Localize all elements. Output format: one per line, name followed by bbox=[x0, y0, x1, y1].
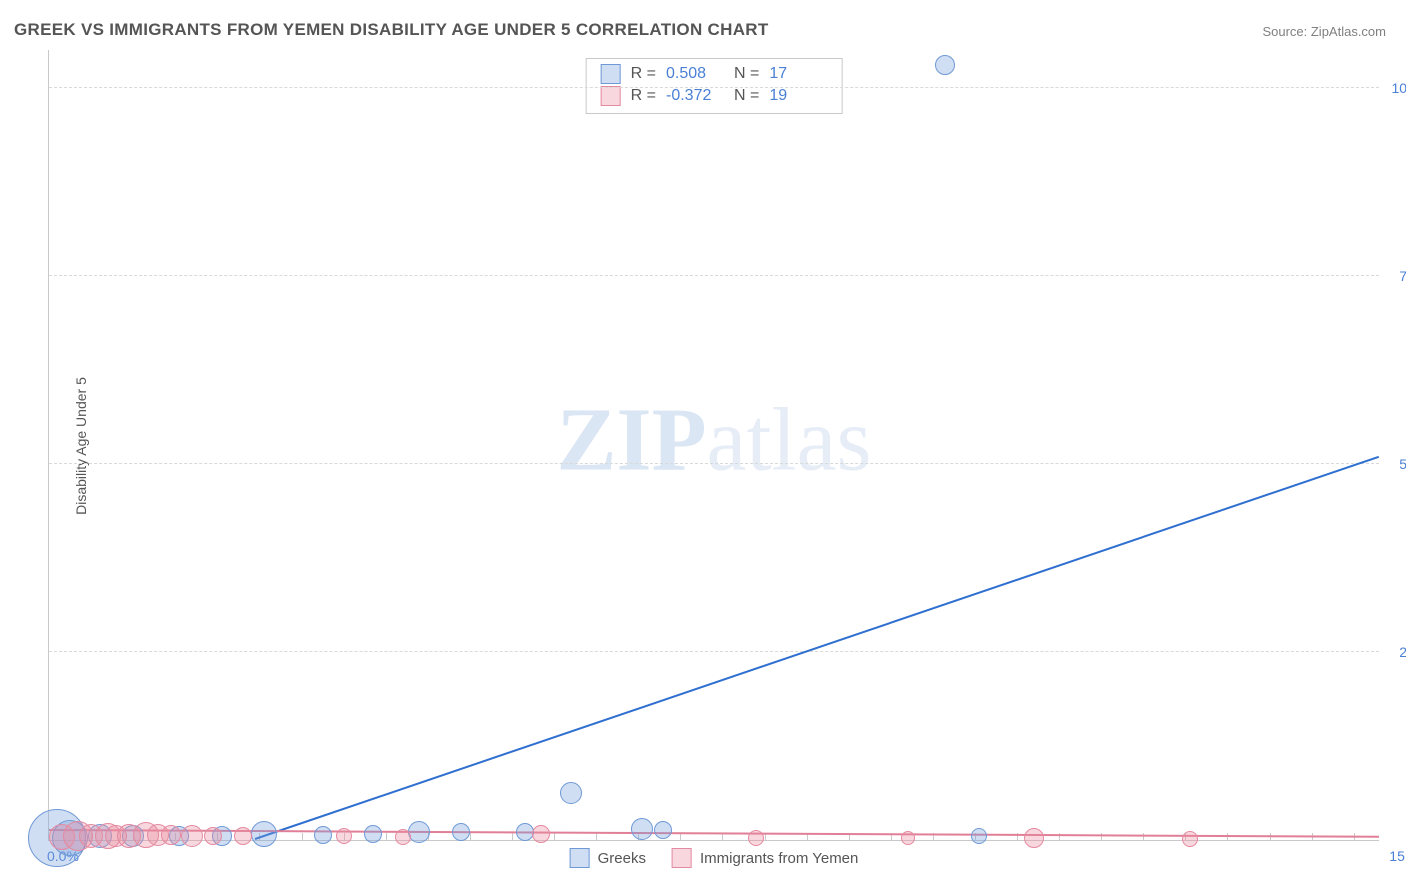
swatch-greeks bbox=[601, 64, 621, 84]
data-point bbox=[631, 818, 653, 840]
n-label: N = bbox=[734, 65, 759, 83]
watermark: ZIPatlas bbox=[557, 388, 872, 491]
y-tick-label: 25.0% bbox=[1384, 644, 1406, 660]
x-tick bbox=[302, 833, 303, 841]
legend-item-greeks: Greeks bbox=[570, 848, 646, 868]
r-value: 0.508 bbox=[666, 65, 724, 83]
stats-row-yemen: R = -0.372 N = 19 bbox=[601, 85, 828, 107]
data-point bbox=[234, 827, 252, 845]
data-point bbox=[532, 825, 550, 843]
legend-label-yemen: Immigrants from Yemen bbox=[700, 850, 858, 867]
data-point bbox=[1024, 828, 1044, 848]
data-point bbox=[251, 821, 277, 847]
y-tick-label: 75.0% bbox=[1384, 268, 1406, 284]
legend-label-greeks: Greeks bbox=[598, 850, 646, 867]
data-point bbox=[516, 823, 534, 841]
data-point bbox=[901, 831, 915, 845]
r-value: -0.372 bbox=[666, 87, 724, 105]
data-point bbox=[408, 821, 430, 843]
y-tick-label: 100.0% bbox=[1384, 80, 1406, 96]
data-point bbox=[395, 829, 411, 845]
trendline bbox=[255, 456, 1379, 840]
legend-item-yemen: Immigrants from Yemen bbox=[672, 848, 858, 868]
data-point bbox=[1182, 831, 1198, 847]
x-tick bbox=[386, 833, 387, 841]
watermark-rest: atlas bbox=[707, 390, 872, 489]
x-axis-max-label: 15.0% bbox=[1389, 848, 1406, 864]
data-point bbox=[336, 828, 352, 844]
x-tick bbox=[554, 833, 555, 841]
r-label: R = bbox=[631, 87, 656, 105]
x-tick bbox=[596, 833, 597, 841]
data-point bbox=[314, 826, 332, 844]
r-label: R = bbox=[631, 65, 656, 83]
n-value: 19 bbox=[769, 87, 827, 105]
source-value: ZipAtlas.com bbox=[1311, 24, 1386, 39]
y-tick-label: 50.0% bbox=[1384, 456, 1406, 472]
data-point bbox=[971, 828, 987, 844]
data-point bbox=[654, 821, 672, 839]
data-point bbox=[364, 825, 382, 843]
watermark-bold: ZIP bbox=[557, 390, 707, 489]
x-tick bbox=[512, 833, 513, 841]
gridline bbox=[49, 275, 1379, 276]
legend-swatch-yemen bbox=[672, 848, 692, 868]
stats-row-greeks: R = 0.508 N = 17 bbox=[601, 63, 828, 85]
swatch-yemen bbox=[601, 86, 621, 106]
data-point bbox=[935, 55, 955, 75]
data-point bbox=[161, 825, 181, 845]
gridline bbox=[49, 87, 1379, 88]
data-point bbox=[452, 823, 470, 841]
n-value: 17 bbox=[769, 65, 827, 83]
data-point bbox=[748, 830, 764, 846]
gridline bbox=[49, 651, 1379, 652]
source-attribution: Source: ZipAtlas.com bbox=[1262, 24, 1386, 39]
n-label: N = bbox=[734, 87, 759, 105]
legend-swatch-greeks bbox=[570, 848, 590, 868]
legend: Greeks Immigrants from Yemen bbox=[570, 848, 859, 868]
source-label: Source: bbox=[1262, 24, 1310, 39]
data-point bbox=[204, 827, 222, 845]
chart-title: GREEK VS IMMIGRANTS FROM YEMEN DISABILIT… bbox=[14, 20, 769, 40]
data-point bbox=[560, 782, 582, 804]
chart-plot-area: ZIPatlas R = 0.508 N = 17 R = -0.372 N =… bbox=[48, 50, 1379, 841]
gridline bbox=[49, 463, 1379, 464]
data-point bbox=[181, 825, 203, 847]
